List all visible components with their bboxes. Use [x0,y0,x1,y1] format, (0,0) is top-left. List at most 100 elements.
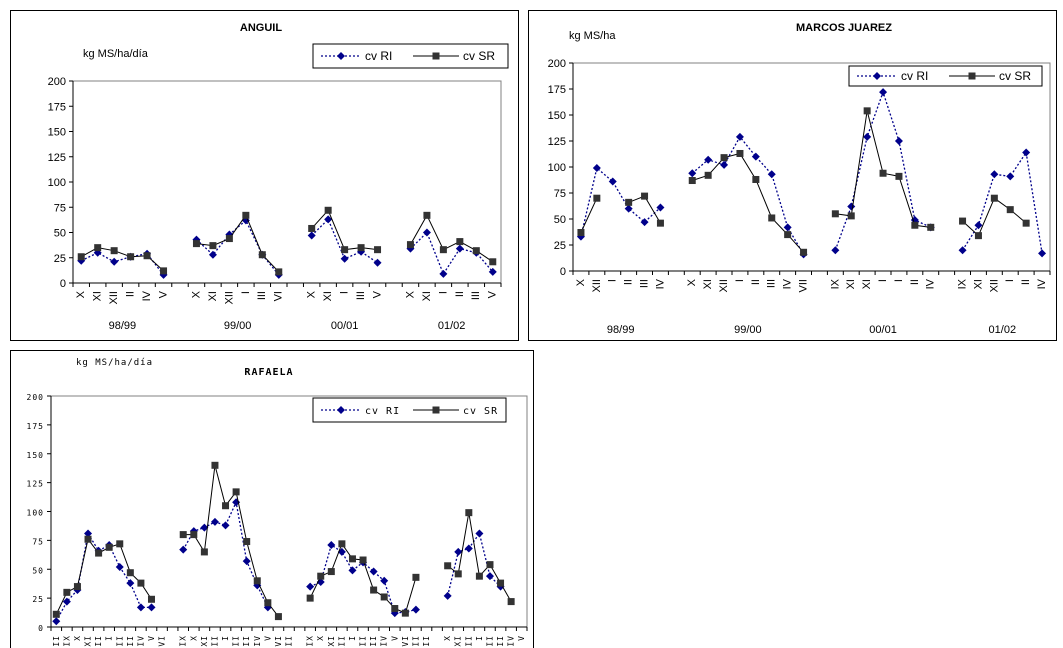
series-line-cv-ri [691,135,805,255]
chart-panel-marcos-juarez: MARCOS JUAREZ kg MS/ha 0 25 50 75 100 125 150 175… [528,10,1057,341]
x-tick-label: IV [925,278,937,289]
x-tick-label: IV [507,635,516,647]
data-point-cv-ri [831,246,840,255]
data-point-cv-ri [735,132,744,141]
x-tick-label: VI [273,291,285,301]
data-point-cv-ri [688,169,697,178]
x-tick-label: III [256,291,268,300]
y-tick-label: 150 [48,127,66,139]
y-tick-label: 175 [27,422,44,431]
y-tick-label: 150 [548,110,566,122]
x-tick-label: XI [92,291,104,301]
series-line-cv-sr [410,214,494,263]
x-group-label: 99/00 [224,320,252,332]
y-axis-label: kg MS/ha [569,30,616,42]
x-tick-label: II [750,279,762,285]
data-point-cv-ri [307,231,316,240]
y-tick-label: 125 [548,136,566,148]
x-tick-label: IV [380,635,389,647]
data-point-cv-sr [1022,219,1030,227]
data-point-cv-ri [147,603,156,612]
data-point-cv-ri [454,547,463,556]
legend-label-cv-ri: cv RI [365,49,392,63]
x-tick-label: XI [200,635,209,647]
legend-marker-cv-sr [432,406,440,414]
x-group-label: 99/00 [734,324,762,336]
x-tick-label: II [232,635,241,647]
data-point-cv-ri [340,254,349,263]
x-tick-label: IX [306,635,315,647]
series-line-cv-ri [80,251,165,276]
data-point-cv-sr [84,535,92,543]
x-tick-label: IV [136,635,145,647]
data-point-cv-ri [640,218,649,227]
data-point-cv-ri [373,258,382,267]
y-tick-label: 25 [554,240,566,252]
data-point-cv-sr [137,579,145,587]
data-point-cv-ri [847,202,856,211]
data-point-cv-sr [73,583,81,591]
y-tick-label: 0 [38,624,44,633]
series-line-cv-sr [580,197,598,233]
y-axis-label: kg MS/ha/día [83,48,149,60]
y-tick-label: 75 [554,188,566,200]
x-tick-label: VII [285,635,294,648]
x-tick-label: XI [972,279,984,289]
data-point-cv-sr [784,231,792,239]
series-line-cv-sr [835,110,931,228]
legend-marker-cv-ri [873,72,881,80]
x-tick-label: V [371,290,383,298]
data-point-cv-ri [126,579,135,588]
data-point-cv-sr [232,488,240,496]
x-tick-label: V [147,635,156,641]
data-point-cv-ri [608,177,617,186]
x-tick-label: I [734,279,746,282]
legend-marker-cv-ri [337,52,345,60]
data-point-cv-sr [412,573,420,581]
data-point-cv-sr [225,235,233,243]
data-point-cv-sr [110,247,118,255]
data-point-cv-sr [656,219,664,227]
data-point-cv-sr [454,570,462,578]
y-tick-label: 175 [48,101,66,113]
data-point-cv-sr [127,253,135,261]
data-point-cv-ri [242,557,251,566]
data-point-cv-sr [990,194,998,202]
data-point-cv-sr [192,240,200,248]
data-point-cv-ri [337,547,346,556]
legend-box [312,397,507,423]
data-point-cv-sr [63,588,71,596]
data-point-cv-ri [704,155,713,164]
x-tick-label: I [607,279,619,282]
x-tick-label: XI [702,279,714,289]
data-point-cv-sr [95,549,103,557]
x-tick-label: XII [94,635,103,648]
legend: cv RI cv SR [848,65,1043,87]
x-tick-label: IV [1036,278,1048,289]
x-tick-label: III [126,635,135,648]
data-point-cv-sr [641,192,649,200]
y-axis-label: kg MS/ha/día [76,358,153,368]
x-tick-label: XI [861,279,873,289]
x-tick-label: I [240,291,252,294]
data-point-cv-sr [863,107,871,115]
data-point-cv-ri [136,603,145,612]
data-point-cv-ri [327,540,336,549]
data-point-cv-ri [411,605,420,614]
data-point-cv-sr [593,194,601,202]
x-tick-label: XI [84,635,93,647]
x-group-label: 00/01 [869,324,897,336]
x-tick-label: II [623,279,635,285]
y-tick-label: 0 [560,266,566,278]
x-tick-label: I [437,291,449,294]
y-tick-label: 125 [48,152,66,164]
x-tick-label: XII [718,279,730,292]
chart-rafaela: RAFAELA kg MS/ha/día 0 25 50 75 100 125 150 175 20… [27,358,528,648]
chart-marcos-juarez: MARCOS JUAREZ kg MS/ha 0 25 50 75 100 125 150 175… [548,22,1051,336]
data-point-cv-sr [211,461,219,469]
data-point-cv-sr [800,248,808,256]
data-point-cv-ri [863,132,872,141]
x-tick-label: XI [454,635,463,647]
data-point-cv-ri [62,597,71,606]
data-point-cv-sr [264,599,272,607]
